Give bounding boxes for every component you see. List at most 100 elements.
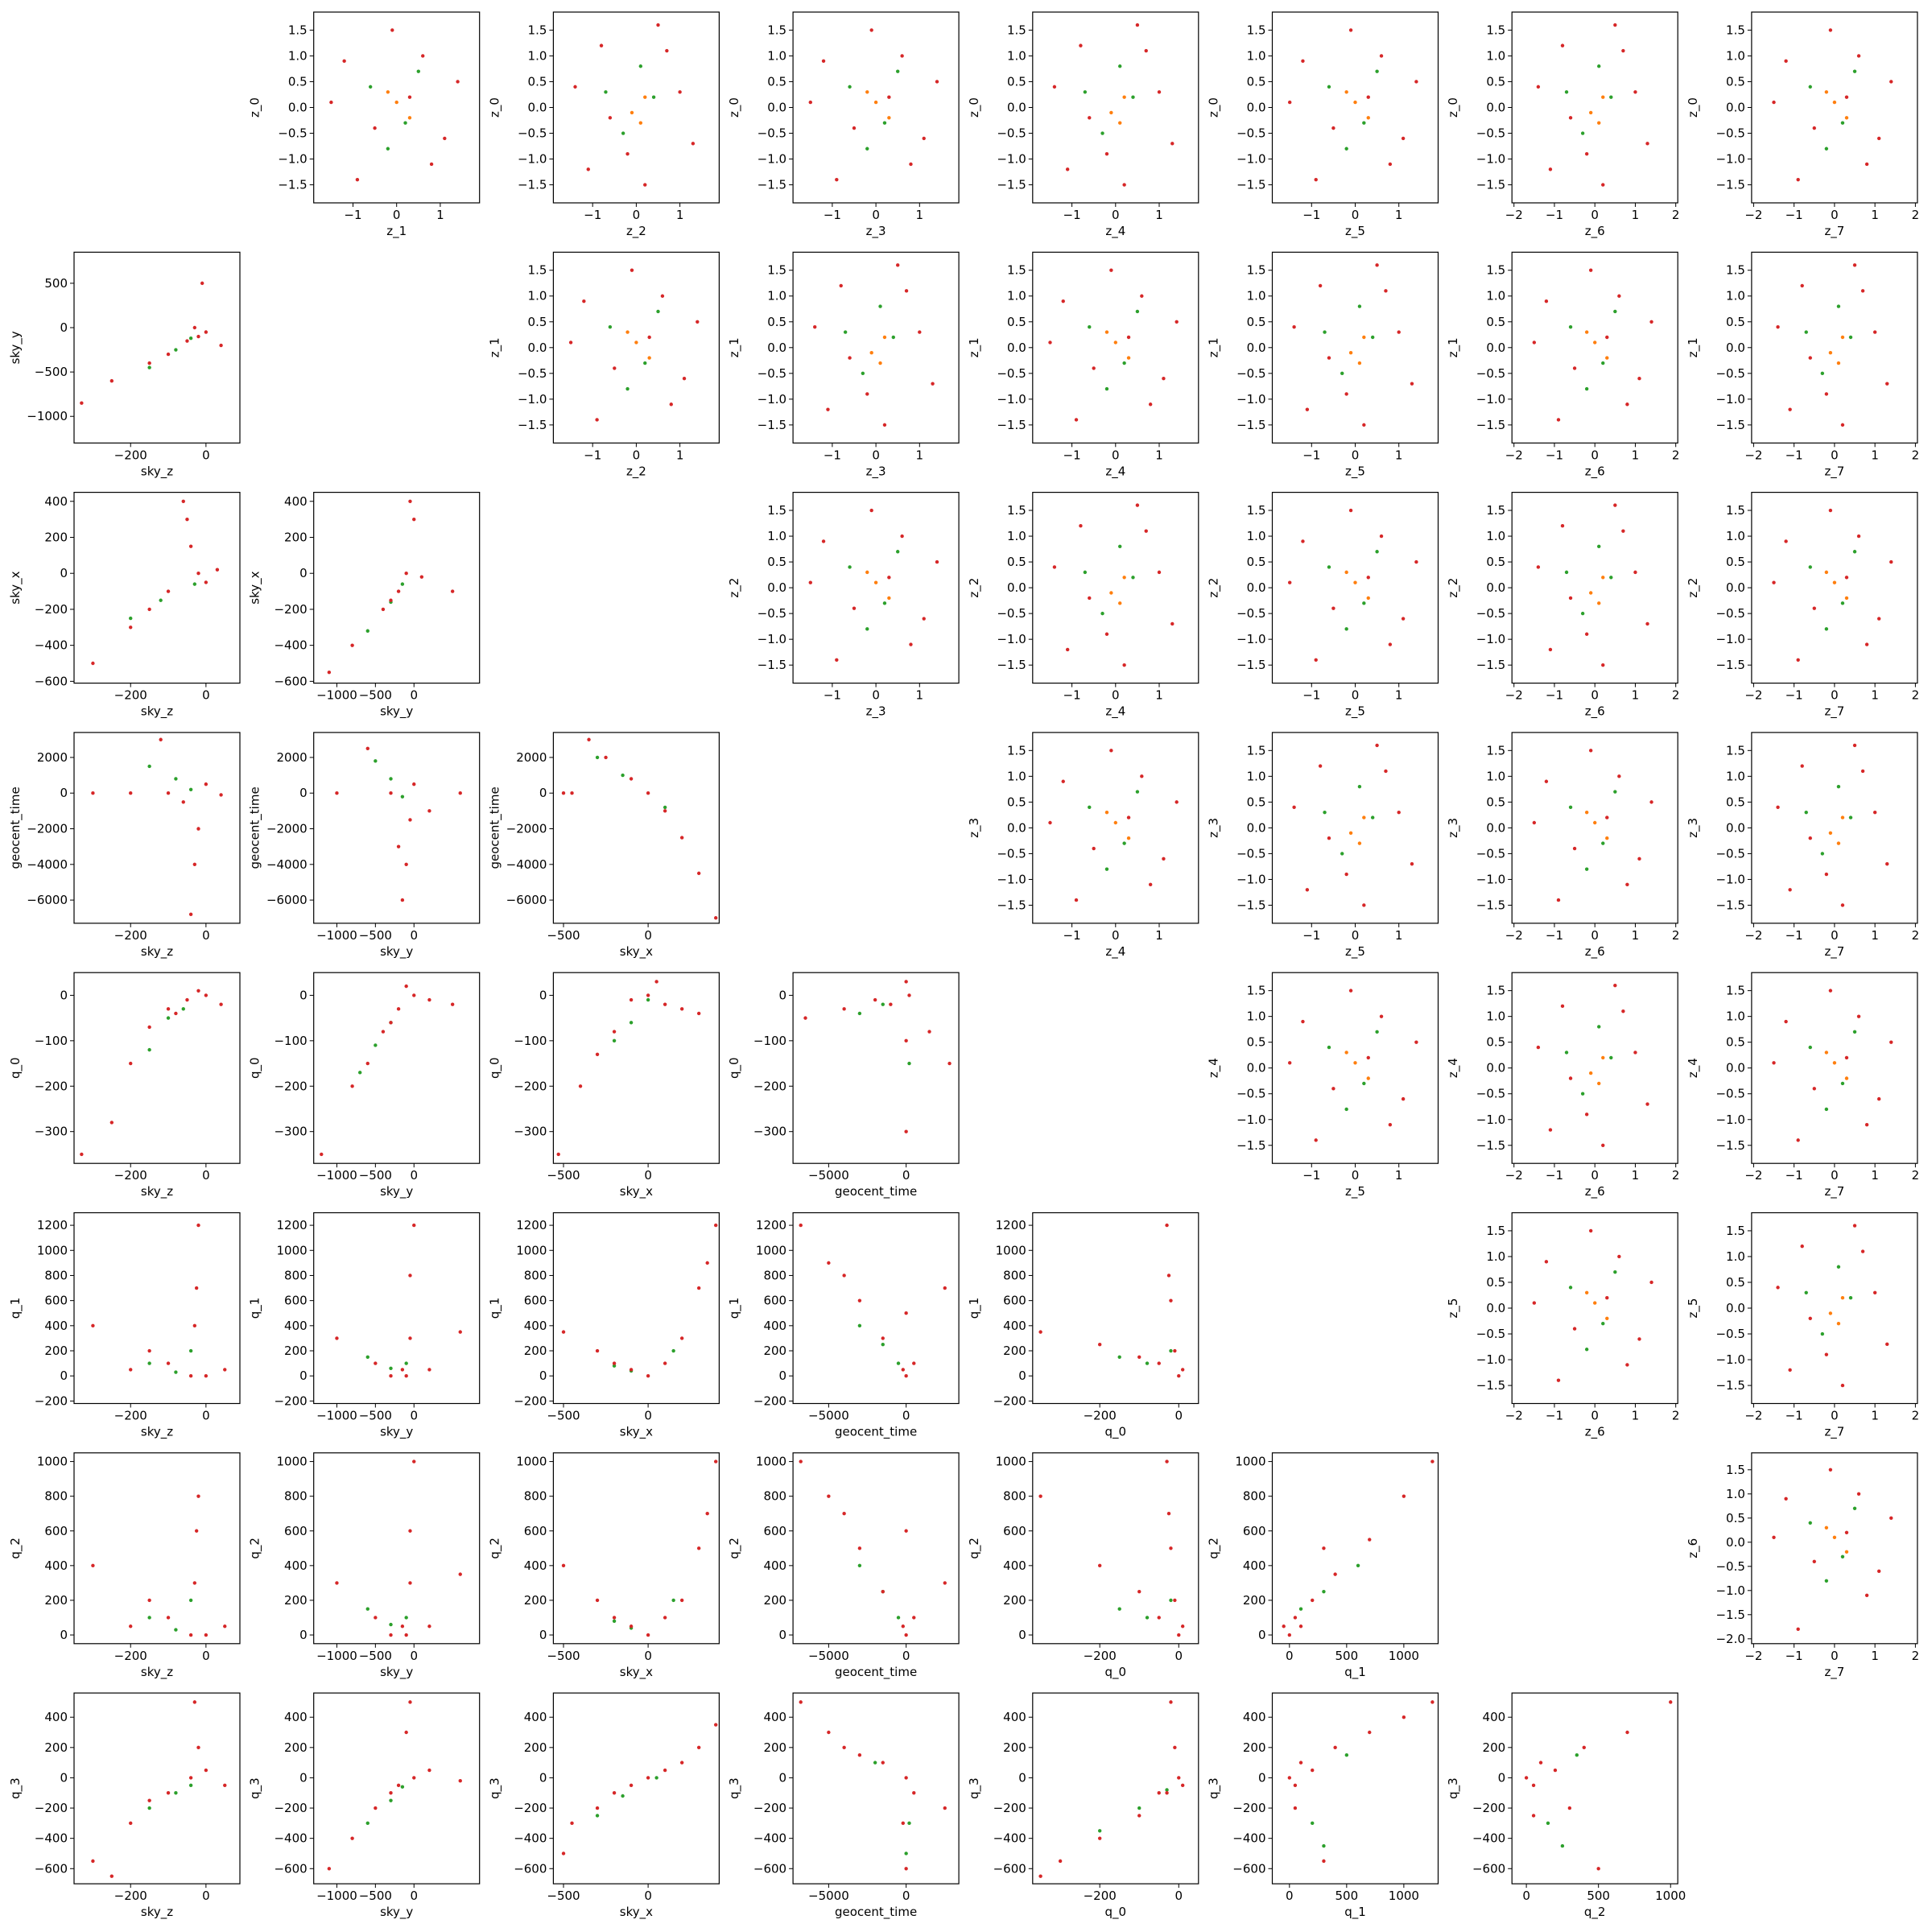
point [1804, 1290, 1808, 1294]
y-tick-label: 200 [284, 530, 308, 544]
x-axis-label: z_7 [1824, 1665, 1844, 1680]
x-axis-label: sky_x [620, 1425, 653, 1440]
point [1140, 294, 1144, 298]
point [1532, 1301, 1537, 1305]
point [1113, 341, 1118, 345]
point [612, 1361, 617, 1365]
axes-frame [552, 1692, 720, 1885]
axes-frame [73, 491, 241, 684]
point [1311, 1768, 1315, 1773]
x-axis-label: z_6 [1585, 1184, 1605, 1199]
point [374, 759, 378, 763]
point [389, 1791, 393, 1795]
y-tick-label: 0.5 [528, 315, 547, 329]
axes-frame [792, 491, 960, 684]
x-tick-label: 500 [1335, 1649, 1359, 1663]
point [215, 568, 220, 572]
point [842, 1512, 846, 1516]
x-axis-label: sky_y [380, 1184, 413, 1199]
subplot: −2 −1 0 1 2−1.5−1.0−0.50.00.51.01.5z_6z_1 [1446, 251, 1679, 479]
axes-frame [313, 11, 481, 204]
point [646, 1776, 650, 1780]
y-tick-label: 1000 [37, 1455, 68, 1469]
axes-frame [1032, 491, 1199, 684]
x-axis-label: geocent_time [835, 1184, 917, 1199]
x-tick-label: 1000 [1655, 1889, 1686, 1903]
x-tick-label: 1 [1632, 208, 1640, 222]
point [826, 407, 830, 411]
x-tick-label: −1 [1785, 928, 1803, 943]
point [1597, 544, 1601, 549]
y-tick-label: 800 [1243, 1489, 1266, 1504]
y-tick-label: −1.0 [1715, 872, 1744, 886]
point [458, 1778, 462, 1783]
y-tick-label: −1.5 [1236, 898, 1265, 912]
subplot: −2 −1 0 1 2−1.5−1.0−0.50.00.51.01.5z_6z_0 [1446, 11, 1679, 239]
y-tick-label: −1.5 [1715, 658, 1744, 672]
point [1617, 774, 1621, 778]
y-tick-label: −1.5 [1715, 418, 1744, 432]
point [1856, 534, 1861, 539]
point [1145, 1616, 1150, 1620]
point [1318, 764, 1323, 768]
point [1379, 534, 1384, 539]
point [374, 1361, 378, 1365]
point [679, 1598, 684, 1603]
x-tick-label: 0 [902, 1168, 910, 1183]
x-axis-label: z_7 [1824, 1425, 1844, 1440]
point [827, 1730, 831, 1735]
x-tick-label: 0 [1352, 928, 1360, 943]
point [696, 1745, 701, 1750]
y-tick-label: −200 [993, 1393, 1026, 1408]
point [1836, 1265, 1841, 1269]
x-tick-label: −500 [547, 1168, 580, 1183]
point [408, 499, 412, 503]
point [1580, 611, 1585, 616]
y-tick-label: −4000 [506, 857, 547, 872]
point [638, 121, 643, 125]
y-axis-label: q_0 [8, 1057, 23, 1079]
point [1548, 1128, 1553, 1132]
x-tick-label: 0 [1352, 208, 1360, 222]
point [1772, 1535, 1776, 1540]
point [1122, 183, 1126, 187]
point [678, 90, 682, 94]
point [196, 827, 200, 831]
point [1832, 1535, 1837, 1540]
point [196, 1223, 200, 1228]
point [1836, 1322, 1841, 1326]
point [1173, 1598, 1177, 1603]
point [1109, 268, 1113, 272]
y-tick-label: −1.0 [1476, 1113, 1505, 1127]
point [389, 598, 393, 602]
x-tick-label: 1 [1155, 448, 1163, 462]
point [842, 1274, 846, 1278]
y-tick-label: 1000 [516, 1455, 547, 1469]
point [595, 1598, 600, 1603]
y-tick-label: 0.5 [528, 74, 547, 89]
x-tick-label: −1 [1063, 208, 1081, 222]
y-tick-label: 600 [44, 1294, 68, 1308]
point [1104, 151, 1109, 156]
point [1327, 85, 1331, 89]
x-axis-label: z_3 [866, 224, 886, 239]
point [1568, 1076, 1573, 1080]
point [166, 791, 171, 795]
point [909, 162, 913, 167]
point [1605, 1295, 1609, 1300]
x-tick-label: −2 [1744, 1649, 1762, 1663]
point [1058, 1859, 1063, 1864]
point [1117, 1607, 1121, 1611]
y-tick-label: 0.0 [1726, 1535, 1745, 1550]
point [1531, 1783, 1536, 1788]
point [608, 324, 613, 329]
y-tick-label: 400 [284, 1319, 308, 1333]
y-tick-label: 0 [1498, 1770, 1506, 1785]
x-axis-label: geocent_time [835, 1425, 917, 1440]
x-axis-label: sky_y [380, 1905, 413, 1920]
point [1840, 121, 1845, 125]
point [630, 110, 634, 115]
point [185, 997, 189, 1002]
point [1584, 1348, 1589, 1352]
